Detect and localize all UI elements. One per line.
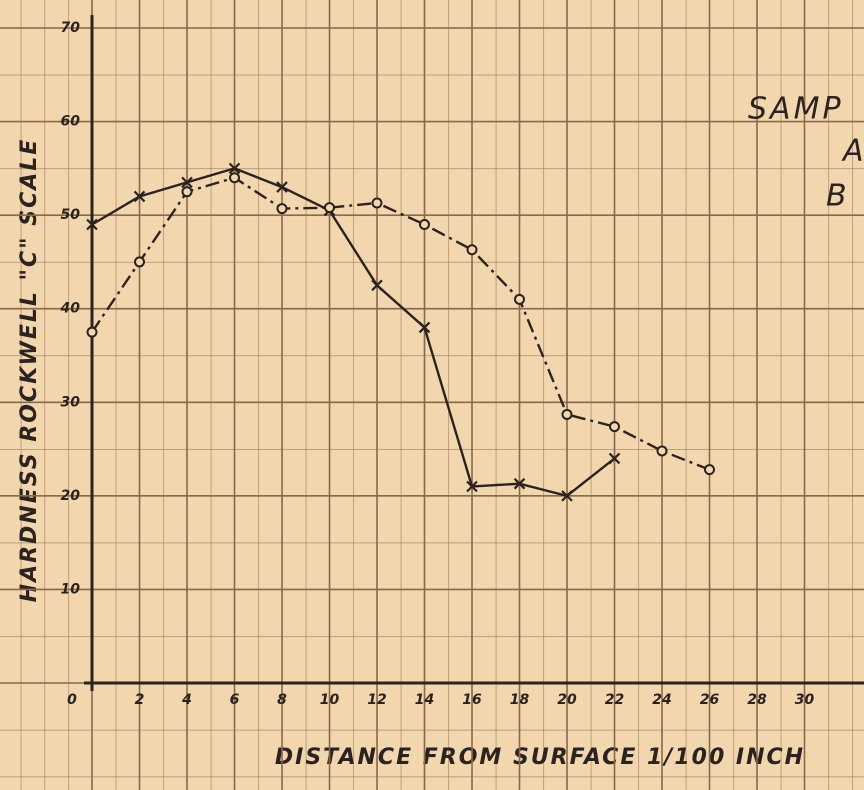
marker (230, 173, 239, 182)
x-tick-label: 24 (652, 692, 671, 708)
x-tick-label: 0 (67, 692, 77, 708)
marker (705, 465, 714, 474)
x-tick-label: 28 (747, 692, 767, 708)
marker (325, 203, 334, 212)
marker (658, 446, 667, 455)
paper-grid (0, 0, 864, 790)
y-tick-label: 10 (61, 581, 81, 597)
x-tick-label: 8 (277, 692, 287, 708)
x-tick-label: 14 (415, 692, 434, 708)
x-tick-label: 26 (700, 692, 720, 708)
x-tick-label: 22 (605, 692, 624, 708)
annotation: SAMP (748, 92, 844, 127)
y-tick-label: 30 (61, 394, 81, 410)
marker (183, 187, 192, 196)
y-tick-label: 70 (61, 20, 81, 36)
x-tick-label: 10 (320, 692, 340, 708)
x-tick-label: 30 (795, 692, 815, 708)
marker (373, 198, 382, 207)
x-tick-label: 16 (462, 692, 482, 708)
x-tick-label: 4 (181, 692, 192, 708)
x-axis-title: DISTANCE FROM SURFACE 1/100 INCH (275, 745, 805, 770)
marker (278, 204, 287, 213)
x-tick-label: 12 (367, 692, 386, 708)
x-tick-label: 2 (135, 692, 145, 708)
marker (515, 295, 524, 304)
annotation: A (841, 134, 864, 169)
x-tick-label: 20 (557, 692, 577, 708)
x-tick-label: 6 (230, 692, 240, 708)
y-tick-label: 50 (61, 207, 81, 223)
marker (135, 257, 144, 266)
annotation: B (826, 179, 850, 214)
marker (88, 328, 97, 337)
y-tick-label: 40 (60, 301, 81, 317)
marker (420, 220, 429, 229)
y-tick-label: 60 (61, 114, 81, 130)
marker (610, 422, 619, 431)
marker (468, 245, 477, 254)
y-tick-label: 20 (61, 488, 81, 504)
x-tick-label: 18 (510, 692, 530, 708)
marker (563, 410, 572, 419)
chart: HARDNESS ROCKWELL "C" SCALE DISTANCE FRO… (0, 0, 864, 790)
y-axis-title: HARDNESS ROCKWELL "C" SCALE (17, 138, 42, 603)
